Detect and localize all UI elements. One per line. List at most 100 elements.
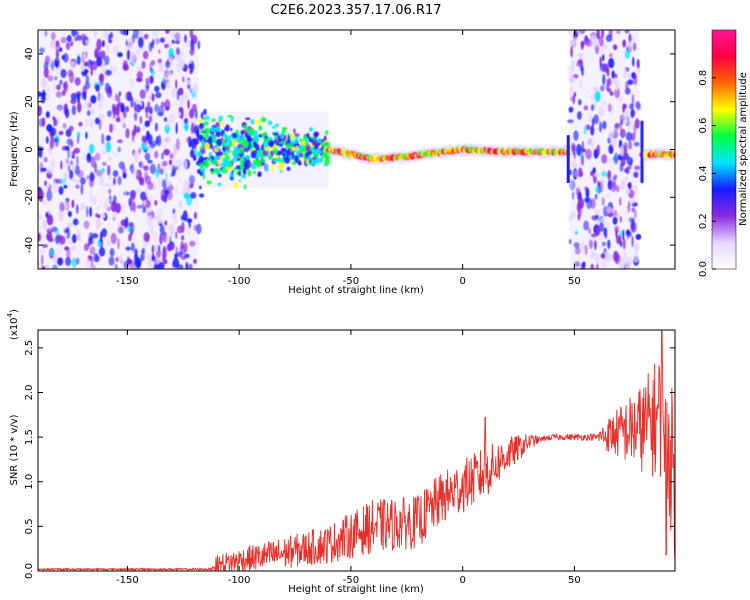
spectrogram-onset-speck [217, 159, 221, 166]
spectrogram-noise-speck [577, 211, 582, 218]
spectrogram-noise-speck [64, 246, 69, 251]
spectrogram-onset-speck [210, 168, 215, 172]
spectrogram-onset-speck [222, 146, 227, 152]
spectrogram-noise-speck [80, 203, 86, 211]
spectrogram-region [326, 142, 571, 166]
spectrogram-noise-speck [147, 181, 154, 190]
spectrogram-noise-speck [189, 175, 196, 184]
snr-y-label: SNR (10 * v/v) [9, 414, 20, 485]
spectrogram-marks [38, 30, 675, 269]
figure-title: C2E6.2023.357.17.06.R17 [270, 3, 441, 18]
spectrogram-noise-speck [85, 205, 89, 218]
spectrogram-noise-speck [89, 190, 92, 200]
spectrogram-onset-speck [271, 125, 276, 130]
spectrogram-noise-speck [156, 111, 164, 117]
spectrogram-onset-speck [252, 130, 258, 136]
spectrogram-noise-speck [104, 82, 111, 94]
spectrogram-noise-speck [633, 124, 637, 136]
spectrogram-noise-speck [577, 59, 583, 65]
spectrogram-noise-speck [165, 30, 170, 35]
spectrogram-noise-speck [116, 139, 124, 144]
spectrogram-onset-speck [254, 119, 261, 125]
spectrogram-noise-speck [83, 52, 87, 60]
spectrogram-noise-speck [53, 82, 57, 91]
spectrogram-noise-speck [112, 151, 118, 156]
spectrogram-noise-speck [46, 91, 51, 101]
spectrogram-noise-speck [135, 170, 138, 177]
snr-x-tick-label: 50 [568, 575, 581, 586]
spectrogram-noise-speck [119, 252, 123, 262]
spectrogram-noise-speck [138, 104, 142, 110]
spectrogram-noise-speck [40, 254, 44, 266]
spectrogram-noise-speck [197, 40, 201, 50]
spectrogram-noise-speck [178, 200, 183, 209]
spectrogram-noise-speck [179, 50, 184, 58]
spectrogram-noise-speck [618, 259, 624, 269]
spectrogram-noise-speck [39, 47, 45, 54]
spectrogram-noise-speck [577, 52, 584, 58]
spectrogram-noise-speck [46, 214, 54, 226]
spectrogram-noise-speck [149, 143, 155, 149]
spectrogram-noise-speck [191, 122, 194, 134]
spectrogram-noise-speck [600, 244, 604, 249]
spectrogram-onset-speck [203, 127, 211, 135]
spectrogram-noise-speck [626, 119, 634, 131]
spectrogram-noise-speck [575, 187, 581, 197]
spectrogram-noise-speck [598, 35, 604, 47]
spectrogram-noise-speck [181, 76, 185, 83]
spectrogram-noise-speck [67, 210, 73, 218]
spectrogram-noise-speck [598, 181, 604, 193]
spectrogram-noise-speck [122, 64, 130, 71]
spectrogram-noise-speck [113, 66, 117, 73]
spectrogram-noise-speck [633, 73, 638, 86]
spectrogram-onset-speck [198, 155, 204, 164]
spectrogram-noise-speck [604, 251, 610, 262]
spectrogram-noise-speck [86, 153, 92, 163]
spectrogram-noise-speck [43, 75, 46, 85]
spectrogram-noise-speck [89, 246, 96, 255]
spectrogram-noise-speck [105, 69, 112, 76]
spectrogram-onset-speck [233, 167, 237, 172]
spectrogram-onset-speck [298, 138, 302, 142]
spectrogram-noise-speck [58, 186, 64, 195]
spectrogram-onset-speck [281, 153, 287, 157]
spectrogram-noise-speck [40, 190, 45, 199]
spectrogram-noise-speck [162, 247, 168, 259]
spectrogram-noise-speck [624, 261, 631, 269]
spectrogram-noise-speck [144, 152, 151, 161]
spectrogram-noise-speck [96, 56, 103, 67]
spectrogram-noise-speck [38, 232, 42, 242]
spectrogram-noise-speck [624, 87, 631, 95]
spectrogram-noise-speck [172, 257, 180, 269]
spectrogram-noise-speck [185, 37, 190, 48]
spectrogram-noise-speck [165, 60, 171, 69]
spectrogram-noise-speck [136, 71, 144, 80]
spectrogram-noise-speck [125, 44, 129, 52]
spectrogram-onset-speck [316, 137, 322, 144]
spectrogram-noise-speck [112, 170, 119, 178]
spectrogram-noise-speck [87, 240, 91, 248]
spectrogram-noise-speck [117, 52, 123, 58]
spectrogram-onset-speck [324, 158, 330, 165]
spectrogram-noise-speck [577, 98, 582, 106]
spectrogram-noise-speck [71, 104, 77, 116]
spectrogram-noise-speck [625, 188, 631, 194]
spectrogram-onset-speck [286, 166, 291, 172]
spectrogram-noise-speck [623, 67, 627, 79]
spectrogram-onset-speck [217, 182, 222, 187]
spectrogram-noise-speck [142, 50, 149, 60]
snr-multiplier: (x104) [6, 309, 20, 340]
spectrogram-onset-speck [271, 163, 274, 172]
spectrogram-noise-speck [590, 198, 596, 209]
spectrogram-noise-speck [569, 239, 572, 245]
spectrogram-noise-speck [595, 253, 600, 264]
spectrogram-noise-speck [631, 197, 635, 205]
spectrogram-noise-speck [622, 103, 626, 114]
spectrogram-noise-speck [49, 249, 55, 257]
spectrogram-noise-speck [183, 111, 190, 119]
spectrogram-noise-speck [76, 135, 80, 145]
spectrogram-noise-speck [596, 262, 599, 269]
spectrogram-x-tick-label: -50 [343, 276, 359, 287]
spectrogram-noise-speck [174, 79, 178, 90]
